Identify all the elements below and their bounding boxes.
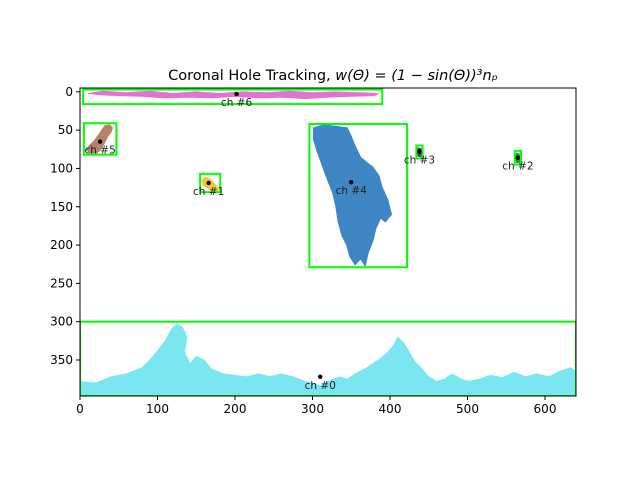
y-axis: 0 50 100 150 200 250 300 350 — [50, 85, 80, 367]
plot-area: ch #0 ch #1 ch #2 ch #3 ch #4 ch #5 ch #6 — [80, 88, 576, 396]
chart-title-math: w(Θ) = (1 − sin(Θ))³nₚ — [335, 68, 498, 84]
x-tick-label: 300 — [301, 402, 324, 416]
y-tick-label: 350 — [50, 353, 73, 367]
coronal-hole-2-box — [513, 149, 522, 166]
y-tick-label: 200 — [50, 238, 73, 252]
coronal-hole-0-region — [80, 323, 576, 396]
coronal-hole-2-centroid — [515, 155, 521, 160]
coronal-hole-3-centroid — [417, 149, 422, 154]
coronal-hole-4-label: ch #4 — [336, 185, 368, 197]
x-tick-label: 400 — [379, 402, 402, 416]
y-tick-label: 300 — [50, 315, 73, 329]
y-tick-label: 0 — [65, 85, 73, 99]
coronal-hole-1-label: ch #1 — [193, 186, 224, 198]
coronal-hole-5-label: ch #5 — [85, 145, 116, 157]
coronal-hole-6-label: ch #6 — [221, 97, 253, 109]
x-tick-label: 100 — [146, 402, 169, 416]
y-tick-label: 100 — [50, 161, 73, 175]
coronal-hole-6-box — [82, 88, 384, 106]
axes-frame — [79, 87, 577, 397]
chart-title-prefix: Coronal Hole Tracking, — [168, 68, 335, 84]
coronal-hole-4-centroid — [349, 180, 354, 185]
x-tick-label: 600 — [534, 402, 557, 416]
coronal-hole-5-centroid — [97, 139, 103, 144]
chart-title: Coronal Hole Tracking, w(Θ) = (1 − sin(Θ… — [168, 68, 498, 84]
coronal-hole-5-box — [82, 122, 118, 156]
coronal-hole-2-label: ch #2 — [502, 161, 533, 173]
coronal-hole-4-box — [308, 123, 409, 269]
coronal-hole-1-box — [199, 172, 222, 194]
coronal-hole-6-centroid — [234, 91, 239, 97]
coronal-hole-0-centroid — [318, 374, 323, 380]
y-tick-label: 150 — [50, 200, 73, 214]
coronal-hole-3-label: ch #3 — [404, 155, 435, 167]
x-axis: 0 100 200 300 400 500 600 — [76, 396, 556, 416]
coronal-hole-3-box — [415, 144, 424, 160]
x-tick-label: 0 — [76, 402, 84, 416]
y-tick-label: 250 — [50, 276, 73, 290]
x-tick-label: 200 — [224, 402, 247, 416]
coronal-hole-5-region — [85, 124, 114, 154]
coronal-hole-0-label: ch #0 — [305, 380, 336, 392]
coronal-hole-1-centroid — [206, 180, 211, 186]
coronal-hole-4-region — [312, 124, 393, 268]
x-tick-label: 500 — [456, 402, 479, 416]
coronal-hole-6-region — [87, 90, 380, 100]
y-tick-label: 50 — [58, 123, 73, 137]
